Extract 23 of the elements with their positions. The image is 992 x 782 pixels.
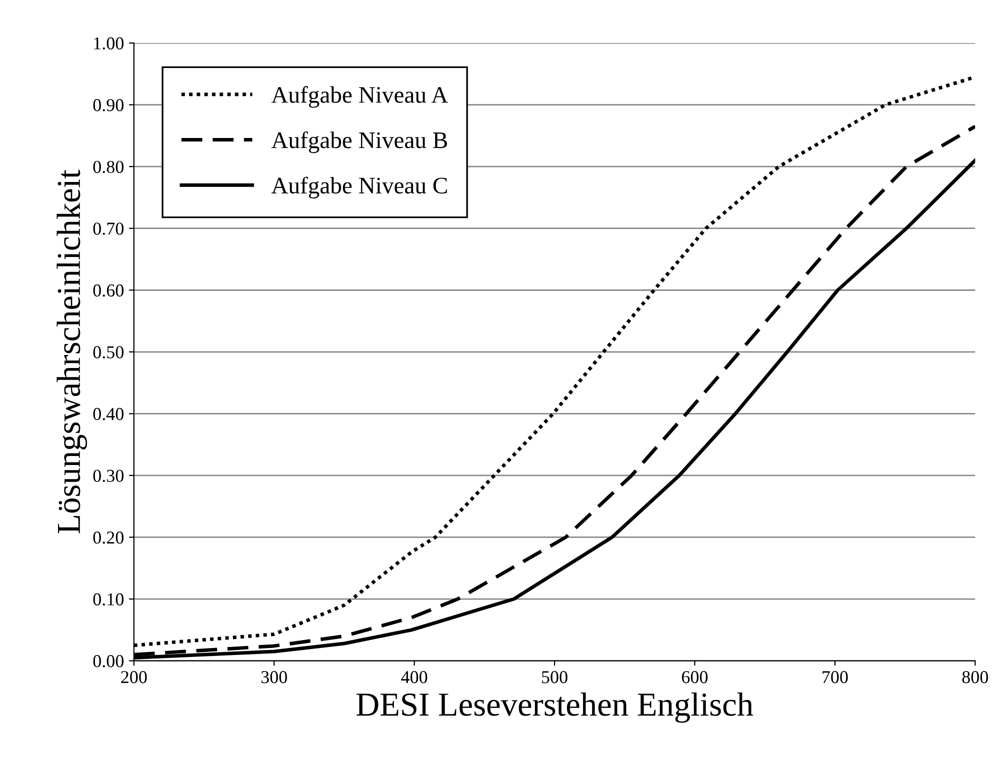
y-axis-title: Lösungswahrscheinlichkeit: [56, 170, 88, 534]
legend-label: Aufgabe Niveau A: [271, 86, 448, 108]
y-tick-label: 0.40: [93, 408, 124, 420]
y-tick-label: 0.50: [93, 346, 124, 358]
y-tick-label: 1.00: [94, 37, 124, 50]
y-tick-label: 0.90: [93, 99, 124, 112]
x-tick-label: 400: [401, 671, 428, 684]
x-tick-label: 300: [261, 671, 287, 684]
x-tick-label: 700: [822, 671, 848, 684]
y-tick-label: 0.20: [93, 531, 124, 544]
x-axis-title: DESI Leseverstehen Englisch: [356, 692, 754, 723]
x-tick-label: 200: [121, 671, 147, 684]
x-tick-label: 800: [962, 671, 988, 684]
y-tick-label: 0.00: [93, 655, 124, 668]
y-tick-label: 0.80: [93, 160, 124, 174]
y-tick-label: 0.10: [93, 593, 124, 606]
x-tick-label: 600: [682, 671, 708, 684]
legend-label: Aufgabe Niveau B: [271, 131, 448, 154]
x-tick-label: 500: [542, 671, 568, 684]
y-tick-label: 0.30: [93, 470, 124, 482]
y-tick-label: 0.70: [93, 222, 124, 235]
legend-label: Aufgabe Niveau C: [271, 176, 447, 198]
y-tick-label: 0.60: [93, 284, 124, 297]
